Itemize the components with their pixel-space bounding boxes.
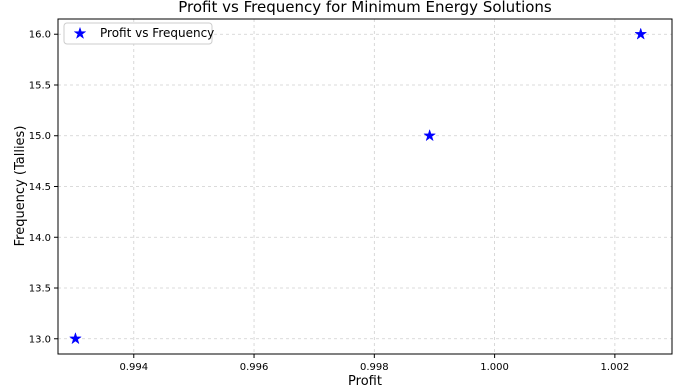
x-tick-label: 1.002: [601, 362, 630, 373]
x-axis-ticks: 0.994 0.996 0.998 1.000 1.002: [119, 354, 629, 373]
legend-label: Profit vs Frequency: [100, 26, 214, 40]
grid: [58, 19, 672, 354]
y-tick-label: 15.0: [29, 131, 51, 142]
plot-area-frame: [57, 18, 673, 355]
y-axis-ticks: 13.0 13.5 14.0 14.5 15.0 15.5 16.0: [29, 30, 58, 345]
y-tick-label: 13.0: [29, 334, 51, 345]
y-axis-label: Frequency (Tallies): [13, 126, 28, 247]
legend: Profit vs Frequency: [63, 22, 214, 45]
x-tick-label: 0.994: [119, 362, 148, 373]
data-point-star: [68, 331, 82, 345]
legend-star-marker: [73, 26, 87, 40]
y-tick-label: 14.0: [29, 233, 51, 244]
x-tick-label: 0.998: [360, 362, 389, 373]
y-tick-label: 13.5: [29, 284, 51, 295]
chart-title: Profit vs Frequency for Minimum Energy S…: [178, 0, 552, 16]
data-point-star: [634, 27, 648, 40]
data-points: [68, 27, 648, 345]
x-tick-label: 1.000: [480, 362, 509, 373]
y-tick-label: 16.0: [29, 30, 51, 41]
y-tick-label: 15.5: [29, 80, 51, 91]
data-point-star: [423, 128, 437, 142]
x-axis-label: Profit: [348, 374, 382, 389]
legend-box: [63, 22, 213, 45]
y-tick-label: 14.5: [29, 182, 51, 193]
x-tick-label: 0.996: [240, 362, 269, 373]
